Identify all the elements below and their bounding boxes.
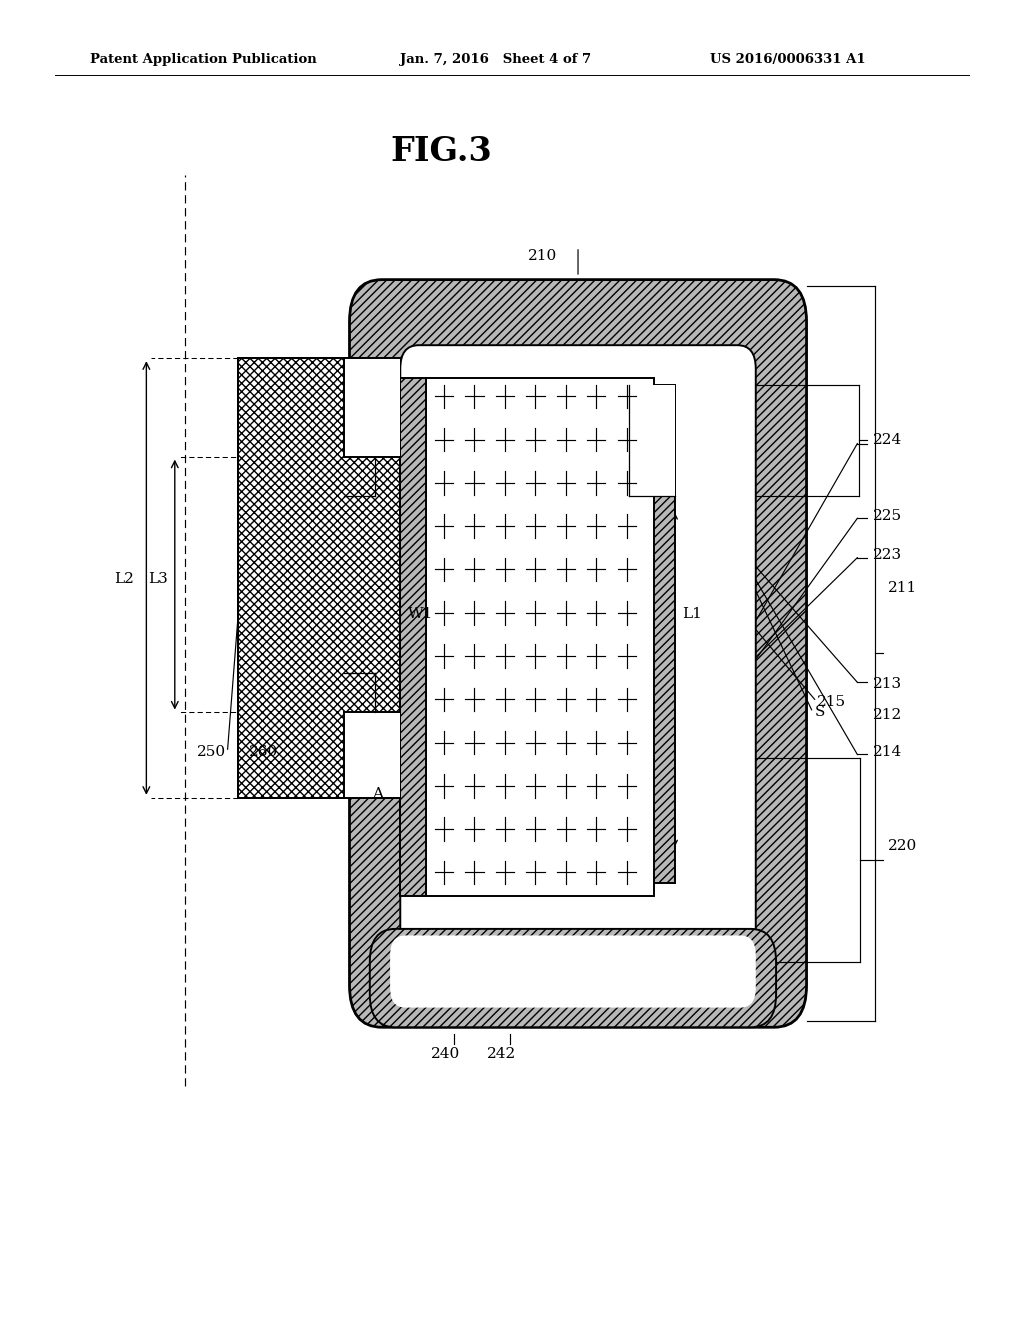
Text: 213: 213 — [872, 677, 902, 690]
Bar — [344, 358, 400, 457]
Bar — [344, 713, 400, 797]
Text: 225: 225 — [872, 508, 902, 523]
Text: 224: 224 — [872, 433, 902, 446]
Text: 250: 250 — [197, 744, 225, 759]
Text: 212: 212 — [872, 708, 902, 722]
Bar — [629, 384, 675, 883]
FancyBboxPatch shape — [370, 929, 776, 1027]
FancyBboxPatch shape — [400, 346, 756, 962]
Text: 214: 214 — [872, 744, 902, 759]
Bar — [400, 378, 426, 896]
Text: W1: W1 — [409, 607, 434, 622]
Text: 240: 240 — [431, 1047, 461, 1060]
Text: Jan. 7, 2016   Sheet 4 of 7: Jan. 7, 2016 Sheet 4 of 7 — [400, 53, 592, 66]
Text: US 2016/0006331 A1: US 2016/0006331 A1 — [710, 53, 865, 66]
Text: L1: L1 — [683, 607, 702, 622]
Text: 260: 260 — [249, 744, 279, 759]
Text: 215: 215 — [817, 694, 846, 709]
Text: S: S — [815, 705, 825, 719]
Text: A: A — [372, 787, 383, 801]
Text: L3: L3 — [148, 572, 168, 586]
FancyBboxPatch shape — [390, 936, 756, 1007]
Bar — [426, 378, 654, 896]
Text: 220: 220 — [888, 840, 918, 853]
Text: L2: L2 — [114, 572, 134, 586]
Bar — [629, 384, 675, 496]
Text: 210: 210 — [527, 249, 557, 263]
Text: Patent Application Publication: Patent Application Publication — [90, 53, 317, 66]
Text: 211: 211 — [888, 581, 918, 595]
FancyBboxPatch shape — [349, 280, 807, 1027]
Text: 242: 242 — [487, 1047, 516, 1060]
Bar — [238, 358, 400, 797]
Text: FIG.3: FIG.3 — [390, 136, 492, 169]
Text: 223: 223 — [872, 548, 902, 562]
